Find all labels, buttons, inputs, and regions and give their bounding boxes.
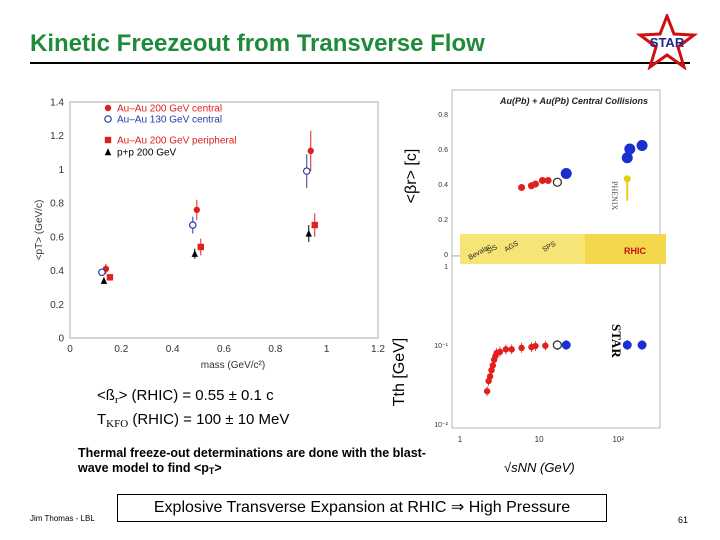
y-tick-label: 1.2	[50, 131, 64, 142]
x-tick-label: 1	[324, 344, 330, 355]
y-tick-label: 0.4	[50, 266, 64, 277]
data-point	[100, 276, 108, 284]
x-tick-label: 0.8	[268, 344, 282, 355]
temperature-data-point	[637, 340, 647, 350]
flow-data-point	[623, 175, 631, 183]
temperature-data-point	[552, 340, 563, 350]
temperature-data-point	[508, 346, 515, 353]
flow-data-point	[538, 177, 546, 184]
flow-data-point	[552, 177, 563, 187]
conclusion-banner: Explosive Transverse Expansion at RHIC ⇒…	[117, 494, 607, 522]
temperature-line: TKFO (RHIC) = 100 ± 10 MeV	[97, 411, 290, 430]
y-tick-label: 1	[58, 165, 64, 176]
x-tick-label: 0.6	[217, 344, 231, 355]
temperature-data-point	[518, 344, 525, 352]
flow-data-point	[636, 140, 648, 151]
legend-marker	[104, 136, 112, 144]
flow-panel-frame	[451, 89, 661, 257]
x-tick-label: 0.2	[114, 344, 128, 355]
legend-marker	[104, 104, 112, 112]
flow-data-point	[621, 152, 633, 164]
page-number: 61	[678, 515, 689, 525]
temperature-data-point	[483, 388, 491, 395]
logo-text: STAR	[650, 35, 685, 50]
beta-tick-label: 0.2	[438, 217, 448, 224]
star-label: STAR	[609, 324, 624, 358]
temperature-axis-label: Tth [GeV]	[391, 338, 408, 406]
title-rule	[30, 62, 690, 64]
legend-marker	[104, 115, 112, 123]
beta-axis-label: <βr> [c]	[403, 149, 420, 204]
x-axis-label: mass (GeV/c²)	[201, 360, 265, 371]
temperature-data-point	[542, 342, 549, 349]
data-point	[98, 268, 106, 277]
right-x-axis-label: √sNN (GeV)	[504, 460, 575, 475]
flow-data-point	[624, 143, 636, 155]
temperature-data-point	[502, 346, 510, 353]
legend-entry: Au–Au 200 GeV central	[117, 104, 222, 115]
x-tick-label: 0.4	[166, 344, 180, 355]
flow-data-point	[544, 177, 552, 184]
temperature-data-point	[532, 342, 539, 350]
legend-entry: p+p 200 GeV	[117, 148, 177, 159]
data-point	[197, 243, 204, 251]
temperature-data-point	[489, 362, 497, 369]
energy-region-label: RHIC	[624, 246, 646, 256]
right-chart-title: Au(Pb) + Au(Pb) Central Collisions	[499, 96, 648, 106]
data-point	[305, 229, 312, 237]
author-footer: Jim Thomas - LBL	[30, 514, 95, 523]
y-tick-label: 1.4	[50, 98, 64, 109]
x-tick-label: 1.2	[371, 344, 385, 355]
legend-entry: Au–Au 130 GeV central	[117, 115, 222, 126]
energy-region-band-low	[460, 234, 585, 264]
data-point	[193, 206, 200, 214]
blast-wave-note: Thermal freeze-out determinations are do…	[78, 446, 426, 476]
data-point	[191, 250, 198, 257]
plot-frame	[69, 101, 379, 339]
star-logo-icon: STAR	[636, 14, 698, 70]
energy-tick-label: 10	[535, 435, 544, 444]
freezeout-summary: <ßr> (RHIC) = 0.55 ± 0.1 c TKFO (RHIC) =…	[97, 386, 289, 434]
implies-arrow-icon: ⇒	[450, 499, 465, 516]
flow-data-point	[532, 180, 540, 188]
temperature-data-point	[561, 340, 571, 350]
temperature-data-point	[496, 348, 504, 356]
temperature-tick-label: 10⁻¹	[434, 343, 448, 350]
x-tick-label: 0	[67, 344, 73, 355]
mean-pt-chart: 0 0.2 0.4 0.6 0.8 1 1.2 1.4 0 0.2 0.4 0.6 0.8 1 1.2 A…	[34, 98, 385, 372]
beta-tick-label: 0.6	[438, 147, 448, 154]
temperature-data-point	[622, 340, 632, 350]
temperature-data-point	[486, 373, 494, 380]
beta-tick-label: 0.4	[438, 182, 448, 189]
y-tick-label: 0.8	[50, 199, 64, 210]
flow-data-point	[560, 168, 572, 179]
data-point	[311, 221, 318, 229]
y-tick-label: 0.2	[50, 300, 64, 311]
slide-title: Kinetic Freezeout from Transverse Flow	[30, 30, 485, 57]
data-point	[307, 147, 314, 155]
y-axis-label: <pT> (GeV/c)	[34, 200, 45, 261]
temperature-tick-label: 10⁻²	[434, 422, 448, 429]
flow-velocity-line: <ßr> (RHIC) = 0.55 ± 0.1 c	[97, 387, 274, 406]
beta-tick-label: 0	[444, 252, 448, 259]
data-point	[188, 221, 197, 229]
energy-tick-label: 1	[458, 435, 463, 444]
phenix-label: PHENIX	[610, 181, 619, 211]
beta-tick-label: 0.8	[438, 112, 448, 119]
legend-entry: Au–Au 200 GeV peripheral	[117, 136, 237, 147]
legend-marker	[104, 148, 112, 156]
data-point	[106, 274, 114, 281]
data-point	[302, 167, 311, 175]
temperature-tick-label: 1	[444, 264, 448, 271]
energy-tick-label: 10²	[612, 435, 624, 444]
flow-data-point	[518, 184, 526, 191]
y-tick-label: 0	[58, 334, 64, 345]
y-tick-label: 0.6	[50, 232, 64, 243]
energy-region-label: SIS	[486, 244, 500, 256]
